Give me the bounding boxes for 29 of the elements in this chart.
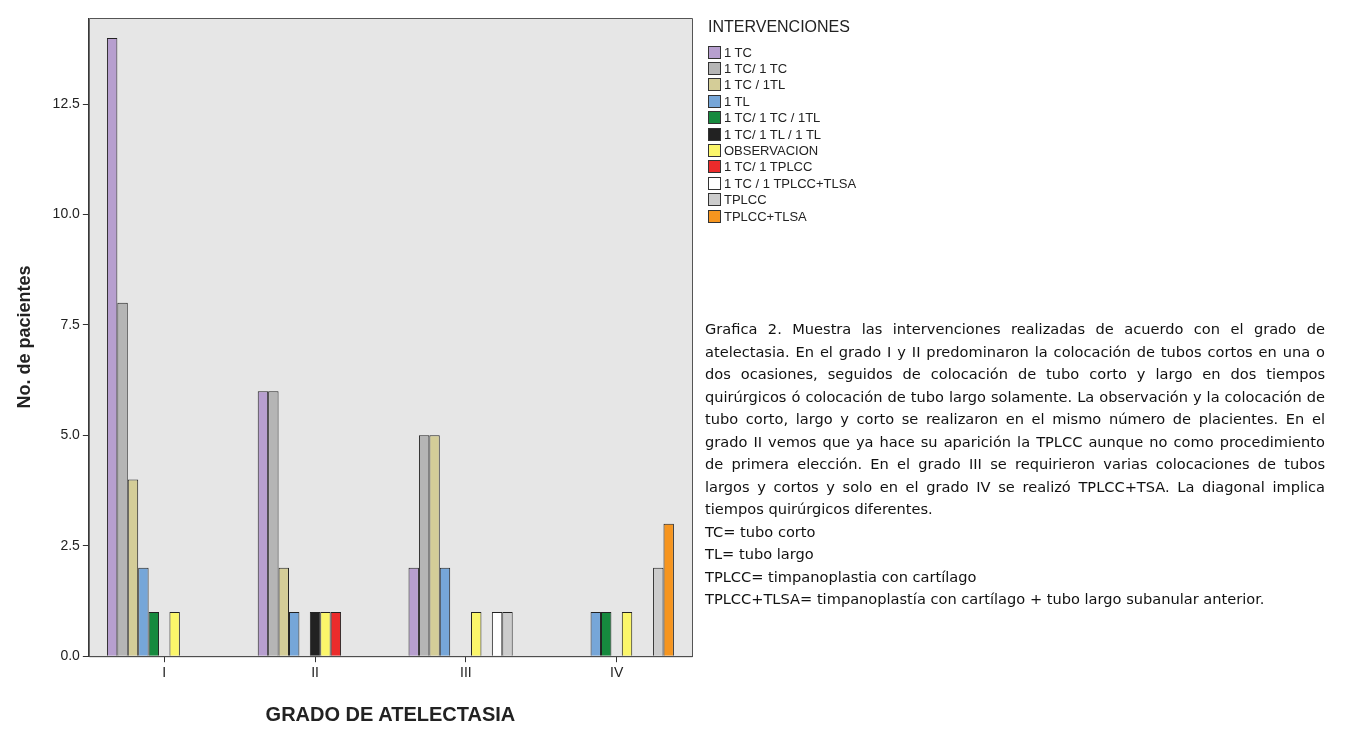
legend-label: 1 TC / 1TL: [724, 77, 786, 93]
text: TPLCC= timpanoplastia con cartílago: [705, 566, 978, 587]
legend-label: 1 TC/ 1 TC / 1TL: [724, 110, 821, 126]
legend-label: TPLCC+TLSA: [724, 208, 807, 224]
y-tick-label: 2.5: [60, 536, 81, 553]
y-tick-label: 0.0: [60, 647, 81, 664]
legend-label: TPLCC: [724, 192, 767, 208]
text: Grafica 2. Muestra las intervenciones realizadas de acuerdo con el grado de atelectasia. En el grado I y II predominaron la colocación de tubos cortos en una o dos ocasiones, seguidos de colocación de tubo corto y largo en dos tiempos quirúrgicos ó colocación de tubo largo solamente. La observación y la colocación de tubo corto, largo y corto se realizaron en el mismo número de placientes. En el grado II vemos que ya hace su aparición la TPLCC aunque no como procedimiento de primera elección. En el grado III se requirieron varias colocaciones de tubos largos y cortos y solo en el grado IV se realizó TPLCC+TSA. La diagonal implica tiempos quirúrgicos diferentes.: [705, 320, 1325, 517]
x-tick-label: IV: [609, 664, 624, 681]
y-tick-label: 5.0: [60, 426, 81, 443]
text: TPLCC+TLSA= timpanoplastía con cartílago + tubo largo subanular anterior.: [705, 589, 1266, 609]
legend-label: 1 TC/ 1 TL / 1 TL: [724, 126, 822, 142]
y-axis-title: No. de pacientes: [13, 265, 34, 409]
text: TL= tubo largo: [705, 544, 815, 564]
legend-label: 1 TC/ 1 TC: [724, 61, 788, 77]
x-tick-label: I: [162, 664, 167, 681]
y-tick-label: 10.0: [52, 205, 81, 222]
y-tick-label: 12.5: [52, 94, 81, 111]
legend-label: 1 TC/ 1 TPLCC: [724, 159, 813, 175]
x-tick-label: III: [459, 664, 472, 681]
x-axis-title: GRADO DE ATELECTASIA: [265, 702, 516, 725]
y-tick-label: 7.5: [60, 315, 81, 332]
legend-label: 1 TC: [724, 44, 752, 60]
legend-label: OBSERVACION: [724, 143, 819, 159]
legend-label: 1 TC / 1 TPLCC+TLSA: [724, 175, 857, 191]
legend-label: 1 TL: [724, 93, 750, 109]
x-tick-label: II: [311, 664, 319, 681]
text: TC= tubo corto: [705, 521, 817, 542]
legend-title: INTERVENCIONES: [708, 18, 851, 36]
